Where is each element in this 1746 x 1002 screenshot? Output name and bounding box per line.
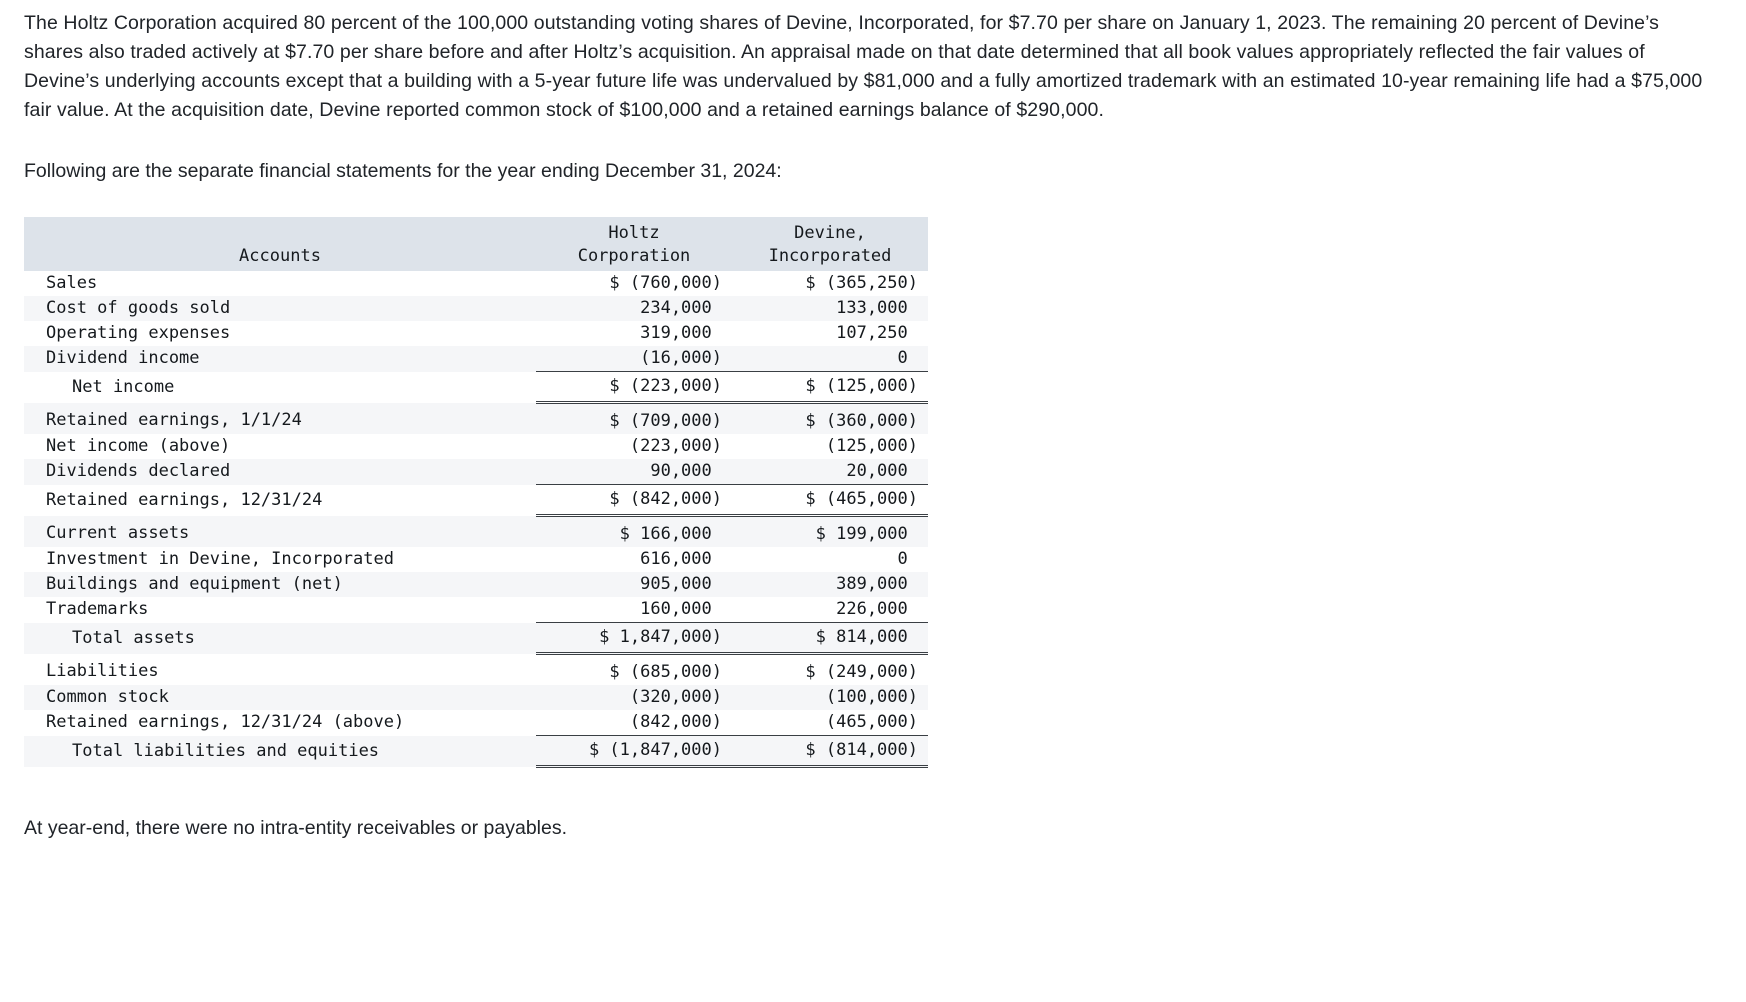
table-row: Liabilities $ (685,000) $ (249,000) <box>24 654 928 686</box>
account-label: Retained earnings, 1/1/24 <box>46 410 302 431</box>
table-row: Common stock (320,000) (100,000) <box>24 685 928 710</box>
devine-amount: $ (125,000) <box>732 371 928 404</box>
footnote-text: At year-end, there were no intra-entity … <box>24 817 568 839</box>
accounts-column-header: Accounts <box>24 217 536 271</box>
account-label: Net income <box>72 376 175 397</box>
statements-lead-text: Following are the separate financial sta… <box>24 160 782 182</box>
table-row: Cost of goods sold 234,000 133,000 <box>24 296 928 321</box>
table-row: Total liabilities and equities $ (1,847,… <box>24 735 928 768</box>
holtz-amount: $ 166,000 <box>619 524 722 544</box>
account-label: Current assets <box>46 523 190 544</box>
account-label: Retained earnings, 12/31/24 (above) <box>46 712 405 733</box>
account-label: Common stock <box>46 687 169 707</box>
holtz-amount: 616,000 <box>640 549 722 569</box>
account-label: Total liabilities and equities <box>72 740 380 761</box>
devine-amount: 20,000 <box>846 461 918 481</box>
devine-header-line1: Devine, <box>794 223 866 243</box>
devine-amount: 133,000 <box>836 298 918 318</box>
table-row: Buildings and equipment (net) 905,000 38… <box>24 572 928 597</box>
holtz-amount: $ (842,000) <box>536 484 732 517</box>
devine-amount: (465,000) <box>825 712 918 732</box>
holtz-amount: $ (760,000) <box>609 273 722 293</box>
table-row: Dividend income (16,000) 0 <box>24 346 928 372</box>
devine-amount: $ (465,000) <box>732 484 928 517</box>
devine-header-line2: Incorporated <box>768 246 892 266</box>
devine-amount: $ (360,000) <box>805 411 918 431</box>
table-row: Current assets $ 166,000 $ 199,000 <box>24 515 928 547</box>
table-row: Trademarks 160,000 226,000 <box>24 597 928 623</box>
devine-amount: 226,000 <box>836 599 918 619</box>
holtz-amount: 905,000 <box>640 574 722 594</box>
holtz-amount: 319,000 <box>640 323 722 343</box>
financial-statements-table: Accounts Holtz Corporation Devine, Incor… <box>24 217 928 768</box>
table-row: Total assets $ 1,847,000) $ 814,000 <box>24 622 928 655</box>
devine-column-header: Devine, Incorporated <box>732 217 928 271</box>
holtz-amount: $ 1,847,000) <box>536 622 732 655</box>
account-label: Sales <box>46 273 98 293</box>
table-row: Dividends declared 90,000 20,000 <box>24 459 928 485</box>
account-label: Investment in Devine, Incorporated <box>46 549 394 569</box>
table-header-row: Accounts Holtz Corporation Devine, Incor… <box>24 217 928 271</box>
holtz-column-header: Holtz Corporation <box>536 217 732 271</box>
holtz-amount: $ (709,000) <box>609 411 722 431</box>
holtz-amount: $ (1,847,000) <box>536 735 732 768</box>
table-row: Retained earnings, 12/31/24 $ (842,000) … <box>24 484 928 517</box>
table-row: Operating expenses 319,000 107,250 <box>24 321 928 346</box>
devine-amount: (100,000) <box>825 687 918 707</box>
holtz-header-line2: Corporation <box>577 246 691 266</box>
account-label: Net income (above) <box>46 436 231 456</box>
table-row: Net income (above) (223,000) (125,000) <box>24 434 928 459</box>
devine-amount: (125,000) <box>825 436 918 456</box>
holtz-amount: $ (223,000) <box>536 371 732 404</box>
account-label: Operating expenses <box>46 323 231 343</box>
devine-amount: $ 199,000 <box>815 524 918 544</box>
holtz-amount: (16,000) <box>640 348 722 368</box>
account-label: Total assets <box>72 627 195 648</box>
holtz-amount: 160,000 <box>640 599 722 619</box>
problem-page: The Holtz Corporation acquired 80 percen… <box>24 12 1703 839</box>
holtz-header-line1: Holtz <box>608 223 660 243</box>
account-label: Trademarks <box>46 599 149 620</box>
devine-amount: $ (365,250) <box>805 273 918 293</box>
account-label: Liabilities <box>46 661 159 682</box>
holtz-amount: 234,000 <box>640 298 722 318</box>
account-label: Dividend income <box>46 348 200 369</box>
devine-amount: $ 814,000 <box>732 622 928 655</box>
devine-amount: $ (814,000) <box>732 735 928 768</box>
table-row: Retained earnings, 12/31/24 (above) (842… <box>24 710 928 736</box>
holtz-amount: (842,000) <box>629 712 722 732</box>
table-row: Retained earnings, 1/1/24 $ (709,000) $ … <box>24 402 928 434</box>
account-label: Buildings and equipment (net) <box>46 574 343 594</box>
devine-amount: 0 <box>897 348 918 368</box>
holtz-amount: 90,000 <box>650 461 722 481</box>
holtz-amount: (320,000) <box>629 687 722 707</box>
table-row: Investment in Devine, Incorporated 616,0… <box>24 547 928 572</box>
account-label: Cost of goods sold <box>46 298 231 318</box>
devine-amount: 107,250 <box>836 323 918 343</box>
account-label: Dividends declared <box>46 461 231 482</box>
devine-amount: 389,000 <box>836 574 918 594</box>
devine-amount: $ (249,000) <box>805 662 918 682</box>
table-row: Sales $ (760,000) $ (365,250) <box>24 271 928 296</box>
account-label: Retained earnings, 12/31/24 <box>46 489 323 510</box>
holtz-amount: $ (685,000) <box>609 662 722 682</box>
problem-intro-paragraph: The Holtz Corporation acquired 80 percen… <box>24 12 1703 121</box>
holtz-amount: (223,000) <box>629 436 722 456</box>
devine-amount: 0 <box>897 549 918 569</box>
table-row: Net income $ (223,000) $ (125,000) <box>24 371 928 404</box>
